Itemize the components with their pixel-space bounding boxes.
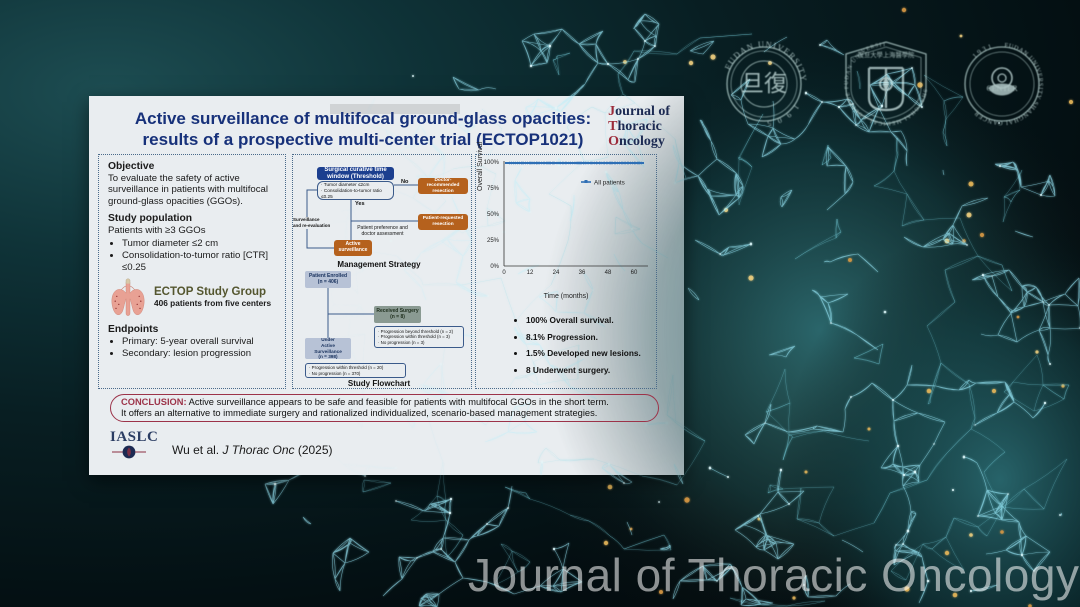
svg-text:60: 60 <box>631 270 638 276</box>
svg-text:48: 48 <box>605 270 612 276</box>
svg-text:36: 36 <box>579 270 586 276</box>
svg-text:0: 0 <box>502 270 506 276</box>
svg-text:75%: 75% <box>487 186 500 192</box>
svg-text:24: 24 <box>553 270 560 276</box>
svg-text:旦復: 旦復 <box>741 71 787 96</box>
svg-text:0%: 0% <box>490 264 499 270</box>
svg-text:1931: 1931 <box>971 42 995 60</box>
svg-text:12: 12 <box>527 270 534 276</box>
svg-text:50%: 50% <box>487 212 500 218</box>
svg-text:25%: 25% <box>487 238 500 244</box>
svg-text:All patients: All patients <box>594 180 625 187</box>
svg-text:100%: 100% <box>484 160 500 166</box>
